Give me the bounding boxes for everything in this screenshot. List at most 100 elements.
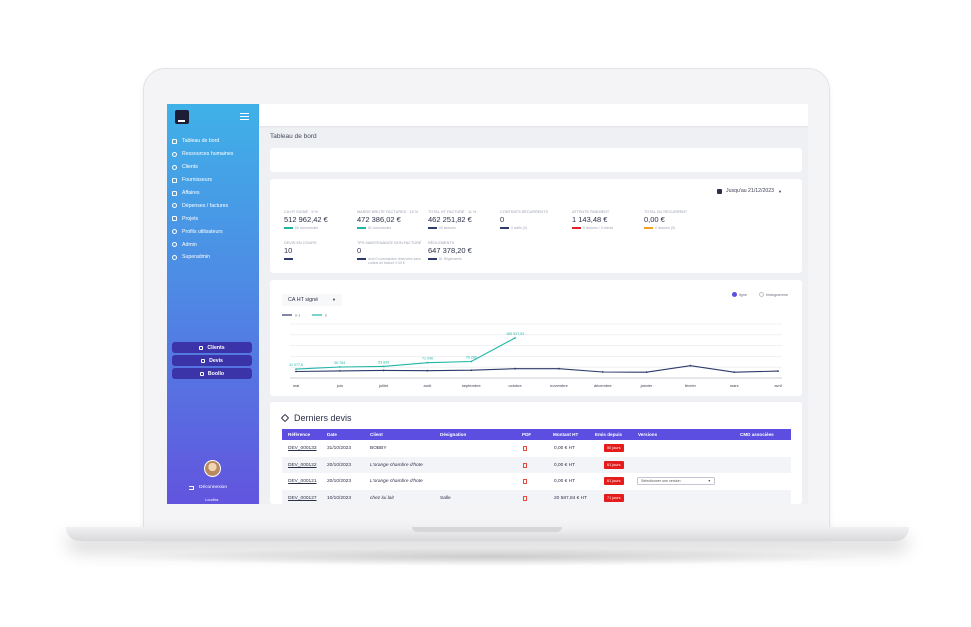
header-amount[interactable]: Montant HT bbox=[553, 432, 579, 437]
data-label: 71 046 bbox=[422, 357, 433, 361]
sidebar-item-label: Clients bbox=[182, 164, 198, 171]
stat-color-bar bbox=[284, 227, 293, 229]
laptop-notch bbox=[412, 527, 562, 532]
header-versions[interactable]: Versions bbox=[638, 432, 658, 437]
table-row[interactable]: DEV_000133 31/10/2023 BOBBY 0,00 € HT 50 jou… bbox=[282, 440, 791, 456]
stat-label: Contrats récurrents bbox=[500, 210, 549, 214]
quotes-title-text: Derniers devis bbox=[294, 413, 352, 423]
sidebar-item-label: Projets bbox=[182, 215, 199, 222]
stat-sub: 5 factures / 3 clients bbox=[572, 226, 642, 230]
stat-color-bar bbox=[357, 258, 366, 260]
stat-color-bar bbox=[428, 258, 437, 260]
x-tick-label: janvier bbox=[640, 383, 653, 388]
date-range-picker[interactable]: Jusqu'au 21/12/2023 ▼ bbox=[717, 188, 782, 194]
sidebar: Tableau de bord Ressources humaines Clie… bbox=[167, 104, 259, 504]
header-orders[interactable]: CMD associées bbox=[740, 432, 774, 437]
header-pdf[interactable]: PDF bbox=[522, 432, 532, 437]
quick-boollo-button[interactable]: Boollo bbox=[172, 368, 252, 379]
quote-client: L'orange chambre d'hote bbox=[370, 478, 423, 484]
sidebar-item-profiles[interactable]: Profils utilisateurs bbox=[172, 225, 256, 238]
data-point bbox=[733, 371, 736, 374]
stat-sub: 80 factures bbox=[428, 226, 498, 230]
version-select[interactable]: Sélectionner une version ▼ bbox=[637, 477, 715, 485]
data-point bbox=[426, 361, 429, 364]
quote-reference-link[interactable]: DEV_000121 bbox=[288, 478, 317, 484]
laptop-shadow bbox=[110, 548, 870, 566]
toggle-histogram[interactable]: histogramme bbox=[759, 292, 788, 297]
status-badge-cell: 61 jours bbox=[604, 473, 624, 489]
stat-label: Marge Brute Factures · 15 % bbox=[357, 210, 419, 214]
x-tick-label: novembre bbox=[550, 383, 569, 388]
metric-select[interactable]: CA HT signé ▼ bbox=[282, 294, 342, 306]
header-since[interactable]: Emis depuis bbox=[595, 432, 623, 437]
stat-value: 0 bbox=[500, 215, 505, 224]
table-row[interactable]: DEV_000127 10/10/2023 chez lui lait Salle 20… bbox=[282, 490, 791, 504]
quote-reference-link[interactable]: DEV_000122 bbox=[288, 462, 317, 468]
stat-block: Total du récurrent 0,00 € 0 factures (0) bbox=[644, 210, 714, 230]
stat-sub-text: 82 commandes bbox=[368, 226, 392, 230]
sidebar-item-label: Admin bbox=[182, 241, 197, 248]
quote-amount-cell: 0,00 € HT bbox=[554, 473, 575, 489]
quick-devis-button[interactable]: Devis bbox=[172, 355, 252, 366]
sidebar-item-hr[interactable]: Ressources humaines bbox=[172, 148, 256, 161]
sidebar-item-deals[interactable]: Affaires bbox=[172, 187, 256, 200]
status-badge: 50 jours bbox=[604, 444, 624, 452]
stat-block: Total HT facturé · 11 % 462 251,82 € 80 fa… bbox=[428, 210, 498, 230]
stat-sub-text: 0 actifs (0) bbox=[511, 226, 527, 230]
stat-block: Attente paiement 1 143,48 € 5 factures / 3… bbox=[572, 210, 642, 230]
pdf-icon[interactable] bbox=[523, 478, 527, 484]
username: Loudha bbox=[205, 497, 219, 502]
sidebar-nav: Tableau de bord Ressources humaines Clie… bbox=[172, 135, 256, 264]
table-row[interactable]: DEV_000121 20/10/2023 L'orange chambre d'h… bbox=[282, 473, 791, 489]
stat-sub: 0 factures (0) bbox=[644, 226, 714, 230]
button-label: Boollo bbox=[207, 370, 225, 377]
toggle-line[interactable]: ligne bbox=[732, 292, 747, 297]
pdf-icon[interactable] bbox=[523, 445, 527, 451]
data-point bbox=[382, 365, 385, 368]
data-point bbox=[514, 367, 516, 370]
quote-reference-link[interactable]: DEV_000127 bbox=[288, 495, 317, 501]
stat-value: 512 962,42 € bbox=[284, 215, 328, 224]
quote-date: 31/10/2023 bbox=[327, 445, 352, 451]
header-designation[interactable]: Désignation bbox=[440, 432, 467, 437]
menu-toggle-icon[interactable] bbox=[240, 113, 249, 120]
stat-value: 647 378,20 € bbox=[428, 246, 472, 255]
header-date[interactable]: Date bbox=[327, 432, 337, 437]
pdf-icon[interactable] bbox=[523, 495, 527, 501]
quick-actions: Clients Devis Boollo bbox=[172, 342, 252, 381]
sidebar-item-dashboard[interactable]: Tableau de bord bbox=[172, 135, 256, 148]
data-point bbox=[338, 369, 341, 372]
avatar[interactable] bbox=[204, 460, 221, 477]
stats-card: Jusqu'au 21/12/2023 ▼ CA HT signé · 5 % 5… bbox=[270, 179, 802, 273]
sidebar-item-suppliers[interactable]: Fournisseurs bbox=[172, 174, 256, 187]
sidebar-item-admin[interactable]: Admin bbox=[172, 238, 256, 251]
table-header: Référence Date Client Désignation PDF Mo… bbox=[282, 429, 791, 440]
toggle-line-label: ligne bbox=[739, 292, 748, 297]
page-title: Tableau de bord bbox=[270, 133, 317, 140]
quote-amount-cell: 20 587,84 € HT bbox=[554, 490, 587, 504]
quote-reference-link[interactable]: DEV_000133 bbox=[288, 445, 317, 451]
chart-card: CA HT signé ▼ ligne histogramme n-1 n 41 0… bbox=[270, 280, 802, 396]
stat-color-bar bbox=[428, 227, 437, 229]
sidebar-item-projects[interactable]: Projets bbox=[172, 212, 256, 225]
quotes-title: Derniers devis bbox=[280, 413, 352, 423]
sidebar-header bbox=[175, 110, 251, 126]
pdf-icon[interactable] bbox=[523, 462, 527, 468]
data-point bbox=[514, 337, 516, 339]
logout-button[interactable]: Déconnexion bbox=[189, 485, 227, 490]
document-icon bbox=[201, 358, 206, 363]
x-tick-label: mai bbox=[293, 383, 300, 388]
folder-icon bbox=[172, 216, 177, 222]
header-reference[interactable]: Référence bbox=[288, 432, 311, 437]
sidebar-item-clients[interactable]: Clients bbox=[172, 161, 256, 174]
quote-client-cell: L'orange chambre d'hote bbox=[370, 473, 423, 489]
header-client[interactable]: Client bbox=[370, 432, 383, 437]
pdf-cell bbox=[523, 457, 527, 473]
app-logo[interactable] bbox=[175, 110, 189, 124]
sidebar-item-expenses[interactable]: Dépenses / factures bbox=[172, 199, 256, 212]
quote-reference-link-cell: DEV_000127 bbox=[288, 490, 317, 504]
table-row[interactable]: DEV_000122 20/10/2023 L'orange chambre d'h… bbox=[282, 457, 791, 473]
quick-clients-button[interactable]: Clients bbox=[172, 342, 252, 353]
stat-label: Total HT facturé · 11 % bbox=[428, 210, 477, 214]
sidebar-item-superadmin[interactable]: Superadmin bbox=[172, 251, 256, 264]
